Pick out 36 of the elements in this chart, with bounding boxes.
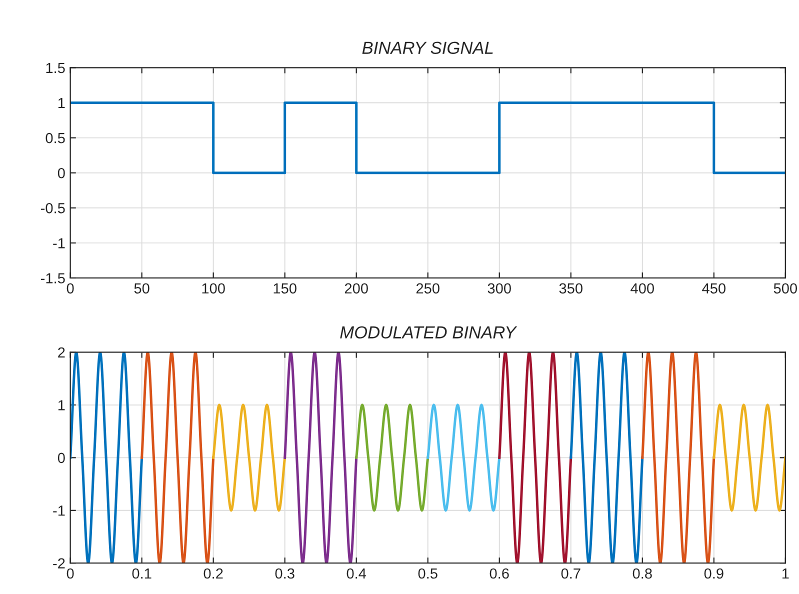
x-tick-label: 300	[488, 283, 511, 294]
x-tick-label: 500	[774, 283, 798, 294]
x-tick-label: 0.3	[275, 568, 294, 579]
x-tick-label: 100	[202, 283, 225, 294]
x-tick-label: 0.1	[132, 568, 152, 579]
x-tick-label: 150	[274, 283, 296, 294]
x-tick-label: 200	[344, 283, 368, 294]
x-tick-label: 0.2	[204, 568, 223, 579]
x-tick-label: 1	[782, 568, 789, 579]
chart-title: BINARY SIGNAL	[362, 42, 493, 54]
y-tick-label: 1	[58, 98, 65, 108]
y-tick-label: -1	[53, 506, 65, 516]
x-tick-label: 50	[134, 283, 150, 294]
y-tick-label: -0.5	[40, 203, 65, 214]
x-tick-label: 0.9	[704, 568, 724, 579]
y-tick-label: 0	[58, 168, 65, 178]
y-tick-label: -1	[53, 238, 65, 248]
y-tick-label: 2	[58, 347, 65, 358]
x-tick-label: 0.6	[490, 568, 509, 579]
y-tick-label: 0.5	[46, 132, 65, 144]
y-tick-label: 0	[58, 452, 65, 464]
x-tick-label: 0.4	[346, 568, 366, 579]
x-tick-label: 350	[559, 283, 582, 294]
y-tick-label: 1	[58, 400, 65, 410]
x-tick-label: 400	[630, 283, 654, 294]
x-tick-label: 0	[66, 283, 74, 294]
x-tick-label: 250	[416, 283, 440, 294]
y-tick-label: -2	[53, 558, 65, 568]
chart-title: MODULATED BINARY	[340, 326, 518, 339]
x-tick-label: 0	[66, 568, 74, 579]
x-tick-label: 0.8	[632, 568, 652, 579]
x-tick-label: 0.7	[561, 568, 580, 579]
y-tick-label: 1.5	[46, 62, 65, 74]
y-tick-label: -1.5	[40, 273, 65, 284]
x-tick-label: 0.5	[418, 568, 438, 579]
x-tick-label: 450	[702, 283, 726, 294]
